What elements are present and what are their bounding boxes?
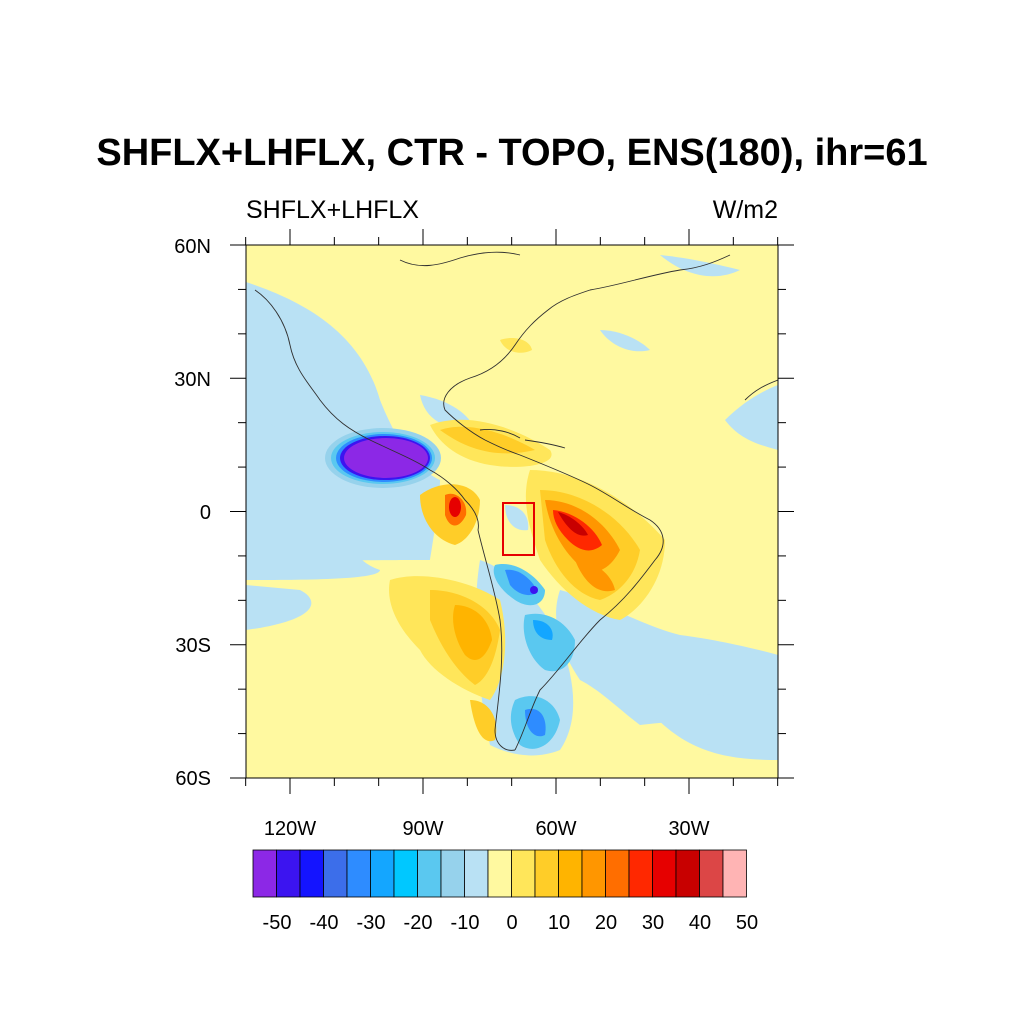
lat-tick-label: 30N (174, 369, 211, 391)
positive-regions (389, 338, 665, 742)
colorbar-box (722, 849, 747, 898)
lon-tick-label: 60W (535, 818, 576, 840)
colorbar-label: 20 (595, 912, 617, 934)
colorbar-box (440, 849, 465, 898)
colorbar-box (299, 849, 324, 898)
colorbar-label: 40 (689, 912, 711, 934)
colorbar-box (417, 849, 442, 898)
colorbar-box (323, 849, 348, 898)
lon-tick-label: 30W (668, 818, 709, 840)
colorbar-box (487, 849, 512, 898)
analysis-box (502, 502, 535, 556)
andes-negative-cells (493, 564, 575, 749)
lon-tick-label: 90W (402, 818, 443, 840)
colorbar (252, 849, 747, 898)
colorbar-label: 30 (642, 912, 664, 934)
colorbar-box (675, 849, 700, 898)
colorbar-label: 50 (736, 912, 758, 934)
colorbar-labels: -50 -40 -30 -20 -10 0 10 20 30 40 50 (263, 912, 759, 934)
colorbar-box (464, 849, 489, 898)
colorbar-label: 10 (548, 912, 570, 934)
figure-title: SHFLX+LHFLX, CTR - TOPO, ENS(180), ihr=6… (96, 132, 927, 174)
colorbar-box (652, 849, 677, 898)
colorbar-box (393, 849, 418, 898)
colorbar-label: 0 (506, 912, 517, 934)
right-subtitle: W/m2 (713, 196, 778, 224)
coastlines (254, 251, 778, 751)
colorbar-box (346, 849, 371, 898)
lat-tick-label: 60N (174, 236, 211, 258)
colorbar-box (605, 849, 630, 898)
colorbar-label: -10 (451, 912, 480, 934)
colorbar-label: -50 (263, 912, 292, 934)
lat-labels: 60N 30N 0 30S 60S (174, 236, 211, 790)
lat-tick-label: 30S (175, 635, 211, 657)
lat-tick-label: 0 (200, 502, 211, 524)
colorbar-label: -20 (404, 912, 433, 934)
colorbar-box (370, 849, 395, 898)
colorbar-box (699, 849, 724, 898)
colorbar-box (276, 849, 301, 898)
axis-ticks (230, 229, 794, 794)
left-subtitle: SHFLX+LHFLX (246, 196, 419, 224)
colorbar-label: -30 (357, 912, 386, 934)
lon-labels: 120W 90W 60W 30W (264, 818, 710, 840)
lat-tick-label: 60S (175, 768, 211, 790)
colorbar-label: -40 (310, 912, 339, 934)
colorbar-box (558, 849, 583, 898)
colorbar-box (511, 849, 536, 898)
lon-tick-label: 120W (264, 818, 316, 840)
colorbar-box (581, 849, 606, 898)
colorbar-box (252, 849, 277, 898)
map-field (246, 245, 778, 778)
pacific-negative-cell (325, 428, 441, 488)
colorbar-box (628, 849, 653, 898)
colorbar-box (534, 849, 559, 898)
